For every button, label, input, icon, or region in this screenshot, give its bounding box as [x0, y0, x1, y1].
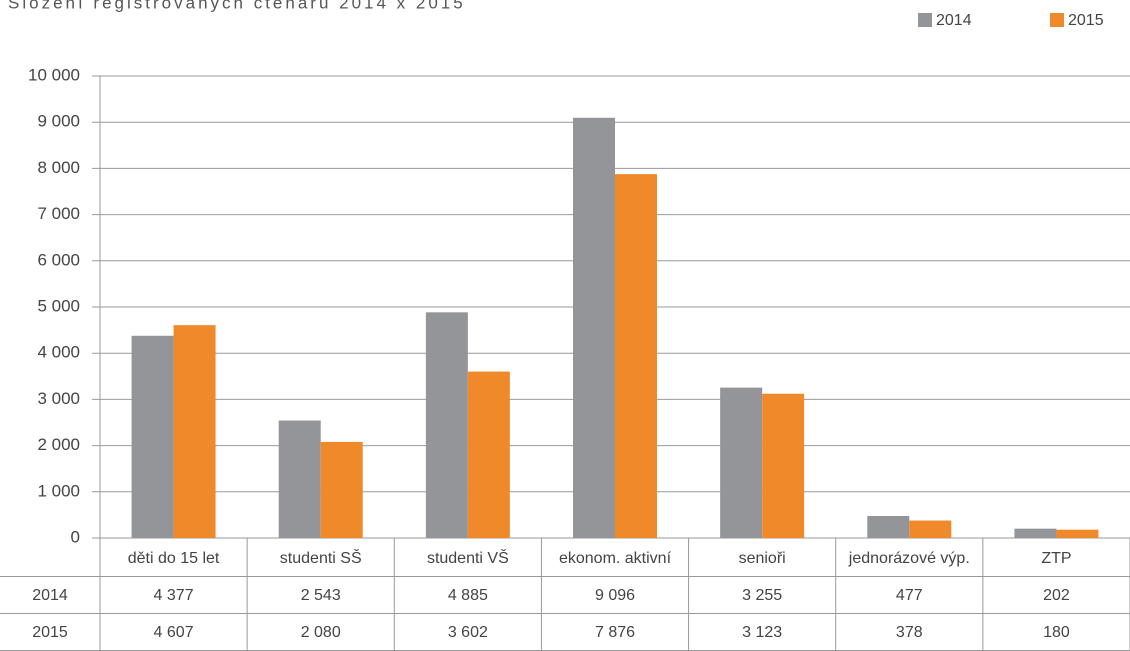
table-value: 4 607 — [154, 624, 194, 641]
y-tick-label: 7 000 — [37, 204, 80, 223]
bar — [1014, 528, 1057, 538]
y-tick-label: 9 000 — [37, 112, 80, 131]
table-row-label: 2014 — [32, 587, 68, 604]
bar — [173, 325, 216, 538]
x-tick-label: studenti VŠ — [427, 548, 509, 567]
x-tick-label: studenti SŠ — [280, 548, 362, 567]
y-tick-label: 8 000 — [37, 158, 80, 177]
table-value: 9 096 — [595, 587, 635, 604]
table-value: 180 — [1043, 624, 1070, 641]
bar — [909, 520, 952, 538]
table-value: 2 543 — [301, 587, 341, 604]
table-value: 4 885 — [448, 587, 488, 604]
legend-label: 2014 — [936, 12, 972, 29]
y-tick-label: 10 000 — [28, 65, 80, 84]
legend-label: 2015 — [1068, 12, 1104, 29]
x-tick-label: ZTP — [1041, 550, 1071, 567]
x-tick-label: jednorázové výp. — [848, 550, 970, 567]
bar — [467, 371, 510, 538]
table-value: 4 377 — [154, 587, 194, 604]
x-tick-label: děti do 15 let — [128, 550, 220, 567]
bar — [867, 515, 910, 538]
table-value: 378 — [896, 624, 923, 641]
y-tick-label: 0 — [71, 527, 80, 546]
bar — [762, 393, 805, 538]
x-tick-label: ekonom. aktivní — [559, 550, 672, 567]
bar — [1056, 529, 1099, 538]
bar — [131, 335, 174, 538]
legend-swatch — [918, 13, 932, 27]
y-tick-label: 2 000 — [37, 435, 80, 454]
table-value: 477 — [896, 587, 923, 604]
table-row-label: 2015 — [32, 624, 68, 641]
table-value: 3 602 — [448, 624, 488, 641]
table-value: 3 255 — [742, 587, 782, 604]
bar — [615, 174, 657, 539]
x-tick-label: senioři — [739, 550, 786, 567]
y-tick-label: 5 000 — [37, 296, 80, 315]
table-value: 2 080 — [301, 624, 341, 641]
bar — [573, 117, 615, 538]
bar — [425, 312, 468, 538]
chart-title: Složení registrovaných čtenářů 2014 x 20… — [8, 0, 466, 12]
y-tick-label: 1 000 — [37, 481, 80, 500]
bar — [320, 441, 363, 538]
y-tick-label: 6 000 — [37, 250, 80, 269]
legend-swatch — [1050, 13, 1064, 27]
bar — [278, 420, 321, 538]
table-value: 7 876 — [595, 624, 635, 641]
table-value: 3 123 — [742, 624, 782, 641]
y-tick-label: 3 000 — [37, 389, 80, 408]
y-tick-label: 4 000 — [37, 343, 80, 362]
bar — [720, 387, 763, 538]
table-value: 202 — [1043, 587, 1070, 604]
